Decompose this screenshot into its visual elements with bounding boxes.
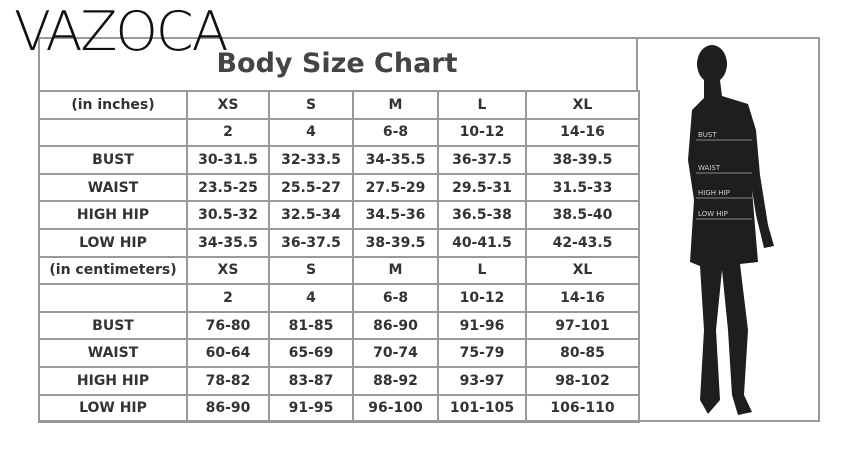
table-cell: 2 xyxy=(186,283,270,313)
table-cell: 6-8 xyxy=(352,283,439,313)
table-cell: 32-33.5 xyxy=(268,145,354,175)
table-cell: 30-31.5 xyxy=(186,145,270,175)
table-cell: 29.5-31 xyxy=(437,172,527,203)
table-cell: 14-16 xyxy=(525,283,640,313)
table-cell: BUST xyxy=(38,310,188,341)
table-cell: 14-16 xyxy=(525,117,640,148)
table-row: 2 4 6-8 10-12 14-16 xyxy=(38,117,640,148)
measure-label: HIGH HIP xyxy=(698,189,730,197)
table-cell: 10-12 xyxy=(437,117,527,148)
table-cell: 2 xyxy=(186,117,270,148)
table-cell: 98-102 xyxy=(525,365,640,396)
table-cell xyxy=(38,117,188,148)
table-cell: 93-97 xyxy=(437,365,527,396)
measure-label: LOW HIP xyxy=(698,210,728,218)
table-cell: XS xyxy=(186,90,270,120)
table-cell: 4 xyxy=(268,117,354,148)
table-cell: L xyxy=(437,255,527,286)
table-cell: WAIST xyxy=(38,172,188,203)
table-cell: XL xyxy=(525,255,640,286)
table-cell: 27.5-29 xyxy=(352,172,439,203)
table-cell: 36-37.5 xyxy=(268,227,354,258)
table-cell: 42-43.5 xyxy=(525,227,640,258)
table-cell: 81-85 xyxy=(268,310,354,341)
table-cell: 91-96 xyxy=(437,310,527,341)
measure-label: BUST xyxy=(698,131,717,139)
table-cell: 30.5-32 xyxy=(186,200,270,230)
brand: VAZOCA xyxy=(14,0,229,63)
table-cell: 36-37.5 xyxy=(437,145,527,175)
table-cell: 36.5-38 xyxy=(437,200,527,230)
table-cell: BUST xyxy=(38,145,188,175)
table-cell: HIGH HIP xyxy=(38,200,188,230)
table-cell xyxy=(38,283,188,313)
table-cell: L xyxy=(437,90,527,120)
table-row: (in centimeters) XS S M L XL xyxy=(38,255,640,286)
table-cell: 65-69 xyxy=(268,338,354,368)
table-cell: 32.5-34 xyxy=(268,200,354,230)
table-row: (in inches) XS S M L XL xyxy=(38,90,640,120)
table-row: HIGH HIP 78-82 83-87 88-92 93-97 98-102 xyxy=(38,365,640,396)
table-cell: 10-12 xyxy=(437,283,527,313)
table-cell: (in centimeters) xyxy=(38,255,188,286)
table-cell: LOW HIP xyxy=(38,393,188,424)
table-row: 2 4 6-8 10-12 14-16 xyxy=(38,283,640,313)
table-cell: 40-41.5 xyxy=(437,227,527,258)
table-cell: (in inches) xyxy=(38,90,188,120)
size-table: (in inches) XS S M L XL 2 4 6-8 10-12 14-16 BUST 30-… xyxy=(38,90,640,424)
table-cell: 34-35.5 xyxy=(352,145,439,175)
table-cell: M xyxy=(352,90,439,120)
table-cell: 76-80 xyxy=(186,310,270,341)
table-cell: WAIST xyxy=(38,338,188,368)
table-cell: 70-74 xyxy=(352,338,439,368)
table-cell: 38.5-40 xyxy=(525,200,640,230)
table-row: WAIST 23.5-25 25.5-27 27.5-29 29.5-31 31.5-33 xyxy=(38,172,640,203)
table-cell: 6-8 xyxy=(352,117,439,148)
table-cell: 75-79 xyxy=(437,338,527,368)
table-cell: 38-39.5 xyxy=(525,145,640,175)
table-cell: LOW HIP xyxy=(38,227,188,258)
table-cell: 101-105 xyxy=(437,393,527,424)
table-cell: 86-90 xyxy=(186,393,270,424)
table-cell: S xyxy=(268,90,354,120)
table-row: WAIST 60-64 65-69 70-74 75-79 80-85 xyxy=(38,338,640,368)
table-cell: 4 xyxy=(268,283,354,313)
table-row: LOW HIP 86-90 91-95 96-100 101-105 106-110 xyxy=(38,393,640,424)
table-cell: HIGH HIP xyxy=(38,365,188,396)
measure-label: WAIST xyxy=(698,164,721,172)
table-row: BUST 76-80 81-85 86-90 91-96 97-101 xyxy=(38,310,640,341)
table-cell: 78-82 xyxy=(186,365,270,396)
table-cell: 34.5-36 xyxy=(352,200,439,230)
table-cell: 88-92 xyxy=(352,365,439,396)
table-row: HIGH HIP 30.5-32 32.5-34 34.5-36 36.5-38 38.5… xyxy=(38,200,640,230)
table-cell: 25.5-27 xyxy=(268,172,354,203)
table-cell: 60-64 xyxy=(186,338,270,368)
table-cell: XS xyxy=(186,255,270,286)
table-cell: 97-101 xyxy=(525,310,640,341)
table-cell: 34-35.5 xyxy=(186,227,270,258)
table-cell: 91-95 xyxy=(268,393,354,424)
table-cell: 80-85 xyxy=(525,338,640,368)
table-cell: 31.5-33 xyxy=(525,172,640,203)
table-cell: 106-110 xyxy=(525,393,640,424)
title: Body Size Chart xyxy=(38,37,638,90)
table-cell: S xyxy=(268,255,354,286)
silhouette: BUST WAIST HIGH HIP LOW HIP xyxy=(688,45,774,415)
table-cell: 38-39.5 xyxy=(352,227,439,258)
table-row: LOW HIP 34-35.5 36-37.5 38-39.5 40-41.5 42-43… xyxy=(38,227,640,258)
table-row: BUST 30-31.5 32-33.5 34-35.5 36-37.5 38-39.5 xyxy=(38,145,640,175)
table-cell: 86-90 xyxy=(352,310,439,341)
table-cell: XL xyxy=(525,90,640,120)
table-cell: M xyxy=(352,255,439,286)
table-cell: 83-87 xyxy=(268,365,354,396)
table-cell: 23.5-25 xyxy=(186,172,270,203)
table-cell: 96-100 xyxy=(352,393,439,424)
